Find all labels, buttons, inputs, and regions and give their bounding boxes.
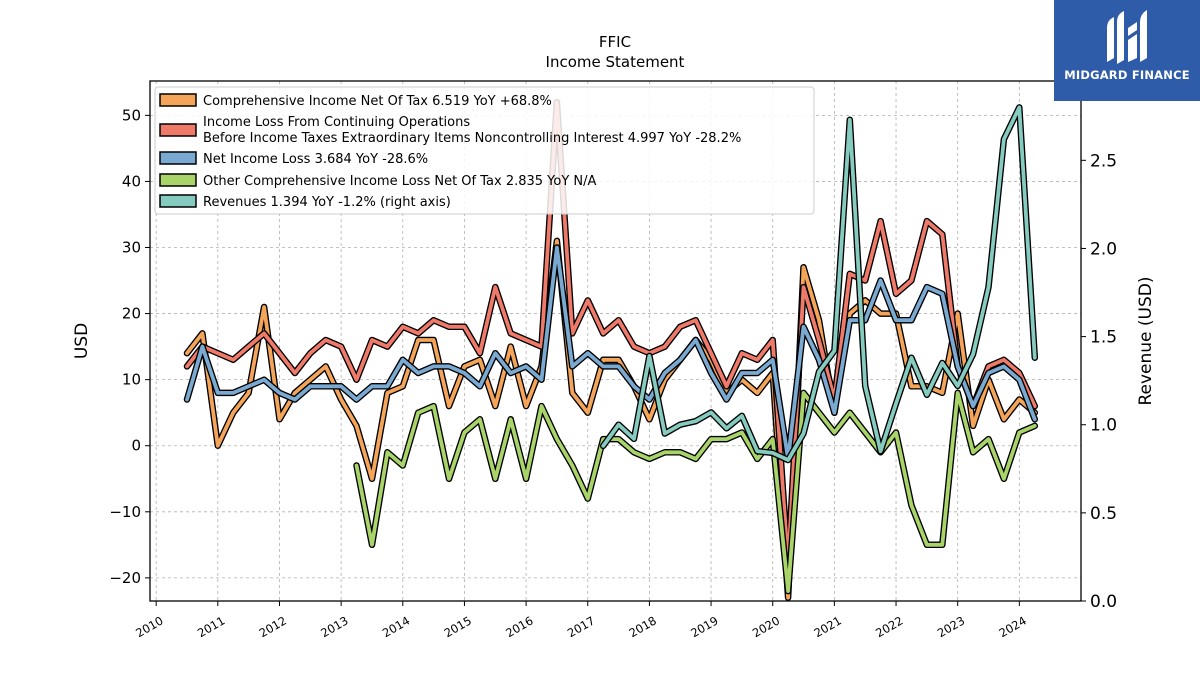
chart-title: FFIC <box>599 33 631 51</box>
y2-tick-label: 2.0 <box>1090 239 1117 259</box>
legend-swatch-other-comprehensive-income <box>159 173 197 187</box>
left-axis-ticks: −20 −10 0 10 20 30 40 50 <box>109 106 150 587</box>
x-tick-label: 2011 <box>195 613 227 640</box>
y-tick-label: 50 <box>122 106 141 124</box>
y2-tick-label: 0.5 <box>1090 504 1117 524</box>
x-tick-label: 2020 <box>750 613 782 640</box>
series-line-revenues <box>601 105 1037 462</box>
legend-label-comprehensive-income: Comprehensive Income Net Of Tax 6.519 Yo… <box>203 94 552 109</box>
y-tick-label: −20 <box>109 569 141 587</box>
legend-swatch-pretax-income <box>159 123 197 137</box>
series-outline-comprehensive-income-net-of-tax <box>183 237 1039 601</box>
chart-legend: Comprehensive Income Net Of Tax 6.519 Yo… <box>154 86 815 215</box>
legend-swatch-comprehensive-income <box>159 93 197 107</box>
y2-axis-label: Revenue (USD) <box>1136 276 1156 405</box>
y2-tick-label: 2.5 <box>1090 151 1117 171</box>
legend-swatch-net-income <box>159 151 197 165</box>
x-tick-label: 2017 <box>565 613 597 640</box>
legend-label-net-income: Net Income Loss 3.684 YoY -28.6% <box>203 152 428 167</box>
grid-lines <box>150 81 1081 601</box>
chart-subtitle: Income Statement <box>546 53 685 71</box>
y-tick-label: 40 <box>122 172 141 190</box>
y-axis-label: USD <box>72 323 92 359</box>
brand-logo: MIDGARD FINANCE <box>1054 0 1200 101</box>
legend-label-pretax-income-line2: Before Income Taxes Extraordinary Items … <box>203 131 741 146</box>
legend-box <box>154 86 815 215</box>
x-tick-label: 2023 <box>935 613 967 640</box>
y-tick-label: 10 <box>122 371 141 389</box>
y-tick-label: 0 <box>131 437 141 455</box>
legend-label-pretax-income-line1: Income Loss From Continuing Operations <box>203 115 470 130</box>
brand-name: MIDGARD FINANCE <box>1064 68 1190 82</box>
series-line-other-comprehensive-income-loss-net-of-t <box>354 391 1037 593</box>
series-line-comprehensive-income-net-of-tax <box>185 239 1037 600</box>
x-tick-label: 2010 <box>133 613 165 640</box>
legend-swatch-revenues <box>159 194 197 208</box>
x-tick-label: 2021 <box>812 613 844 640</box>
series-line-net-income-loss <box>185 245 1037 461</box>
midgard-logo-icon <box>1107 10 1147 64</box>
x-tick-label: 2015 <box>442 613 474 640</box>
y-tick-label: 20 <box>122 305 141 323</box>
y-tick-label: 30 <box>122 239 141 257</box>
x-tick-label: 2024 <box>996 613 1028 640</box>
x-tick-label: 2016 <box>503 613 535 640</box>
y2-tick-label: 1.5 <box>1090 328 1117 348</box>
legend-label-other-comprehensive-income: Other Comprehensive Income Loss Net Of T… <box>203 174 597 189</box>
legend-label-revenues: Revenues 1.394 YoY -1.2% (right axis) <box>203 195 451 210</box>
x-axis-ticks: 2010 2011 2012 2013 2014 2015 2016 2017 2018 2019… <box>133 601 1029 640</box>
x-tick-label: 2022 <box>873 613 905 640</box>
series-lines <box>183 98 1039 601</box>
x-tick-label: 2018 <box>627 613 659 640</box>
y-tick-label: −10 <box>109 503 141 521</box>
x-tick-label: 2013 <box>318 613 350 640</box>
right-axis-ticks: 0.0 0.5 1.0 1.5 2.0 2.5 <box>1081 151 1117 612</box>
x-tick-label: 2019 <box>688 613 720 640</box>
plot-area-frame <box>149 80 1082 602</box>
y2-tick-label: 0.0 <box>1090 592 1117 612</box>
x-tick-label: 2014 <box>380 613 412 640</box>
series-line-income-loss-from-continuing-operations-b <box>185 100 1037 567</box>
x-tick-label: 2012 <box>257 613 289 640</box>
y2-tick-label: 1.0 <box>1090 416 1117 436</box>
